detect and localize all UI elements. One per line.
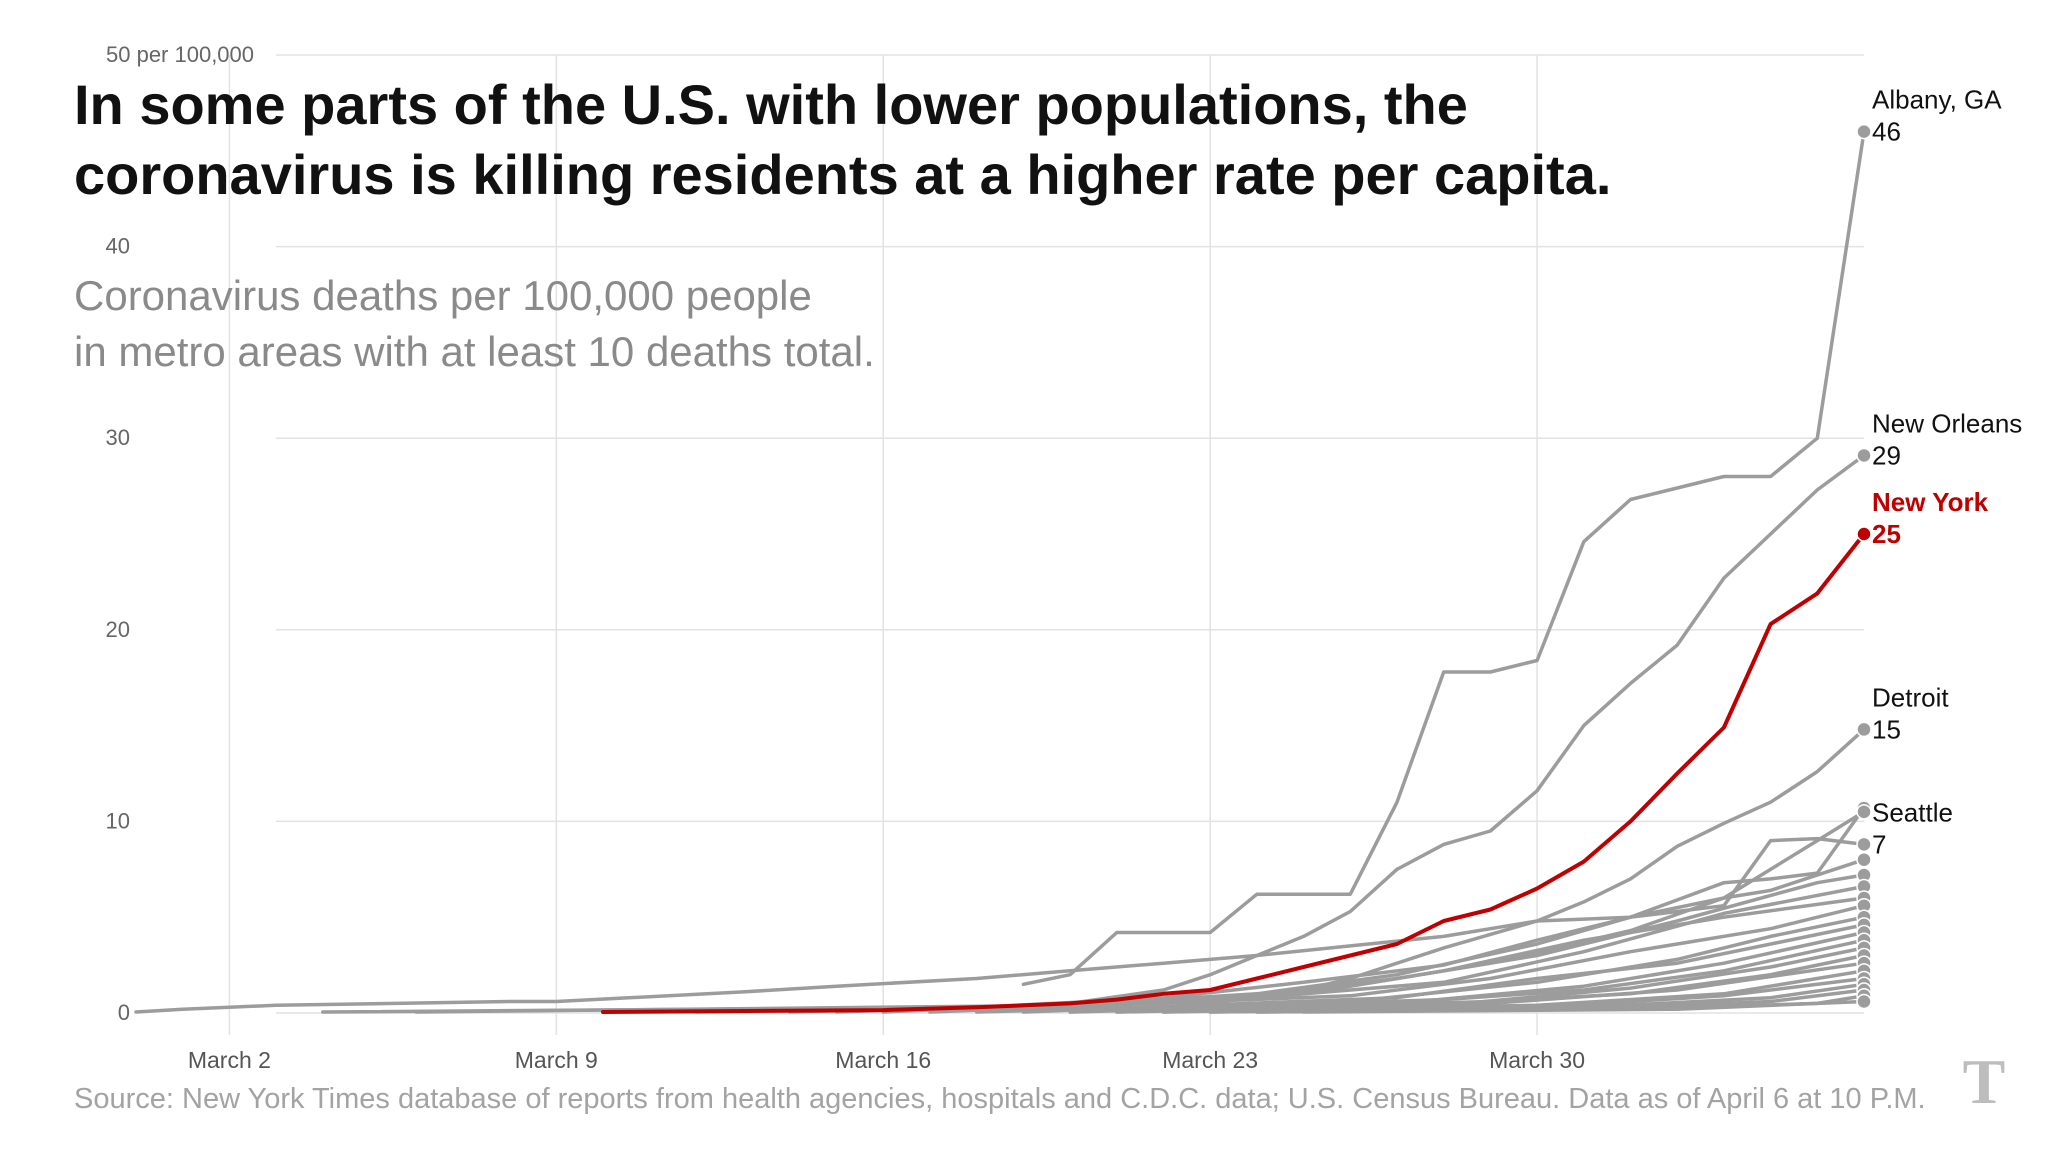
series-value-label: 29 bbox=[1872, 440, 1901, 470]
y-tick-label: 50 per 100,000 bbox=[106, 42, 254, 67]
nyt-logo-letter: T bbox=[1962, 1046, 2006, 1117]
chart-axes: 0 10 20 30 40 50 per 100,000 March 2 March 9 Mar… bbox=[106, 42, 1586, 1073]
series-value-label: 15 bbox=[1872, 714, 1901, 744]
series-line bbox=[134, 836, 1866, 1014]
series-name-label: Albany, GA bbox=[1872, 85, 2002, 115]
headline-line-1: In some parts of the U.S. with lower pop… bbox=[74, 73, 1468, 136]
series-name-label: New Orleans bbox=[1872, 408, 2022, 438]
series-end-dot bbox=[1856, 993, 1872, 1010]
series-end-dot bbox=[1856, 836, 1872, 853]
chart-subtitle: Coronavirus deaths per 100,000 people in… bbox=[74, 268, 974, 380]
series-value-label: 46 bbox=[1872, 117, 1901, 147]
nyt-logo-icon: T bbox=[1950, 1048, 2018, 1116]
series-name-label: Seattle bbox=[1872, 797, 1953, 827]
series-line bbox=[1021, 923, 1866, 1014]
headline: In some parts of the U.S. with lower pop… bbox=[74, 70, 1774, 210]
series-line bbox=[881, 896, 1866, 1014]
series-end-dot bbox=[1856, 123, 1872, 140]
series-end-dot bbox=[1856, 721, 1872, 738]
series-line bbox=[1021, 129, 1866, 987]
series-end-dots bbox=[1856, 123, 1872, 1010]
series-line bbox=[928, 453, 1866, 1011]
x-tick-label: March 23 bbox=[1162, 1047, 1258, 1073]
x-tick-label: March 9 bbox=[515, 1047, 598, 1073]
series-line bbox=[1301, 999, 1866, 1014]
headline-line-2: coronavirus is killing residents at a hi… bbox=[74, 143, 1612, 206]
y-tick-label: 10 bbox=[106, 808, 130, 833]
source-note: Source: New York Times database of repor… bbox=[74, 1083, 1926, 1115]
y-tick-label: 20 bbox=[106, 617, 130, 642]
series-end-dot bbox=[1856, 851, 1872, 868]
series-end-dot bbox=[1856, 804, 1872, 820]
x-tick-label: March 30 bbox=[1489, 1047, 1585, 1073]
chart-grid bbox=[228, 54, 1864, 1035]
series-line bbox=[321, 806, 1866, 1014]
series-line-highlight bbox=[601, 532, 1866, 1014]
series-end-dot bbox=[1856, 526, 1872, 542]
gray-series bbox=[134, 129, 1866, 1014]
series-name-label: New York bbox=[1872, 487, 1989, 517]
series-value-label: 25 bbox=[1872, 519, 1901, 549]
series-name-label: Detroit bbox=[1872, 682, 1949, 712]
series-end-dot bbox=[1856, 447, 1872, 464]
x-tick-label: March 16 bbox=[835, 1047, 931, 1073]
subtitle-line-2: in metro areas with at least 10 deaths t… bbox=[74, 328, 875, 375]
highlight-series bbox=[601, 532, 1866, 1014]
series-value-label: 7 bbox=[1872, 829, 1886, 859]
x-tick-label: March 2 bbox=[188, 1047, 271, 1073]
series-line bbox=[928, 903, 1866, 1014]
series-line bbox=[1068, 938, 1866, 1014]
y-tick-label: 30 bbox=[106, 425, 130, 450]
subtitle-line-1: Coronavirus deaths per 100,000 people bbox=[74, 272, 812, 319]
y-tick-label: 0 bbox=[118, 1000, 130, 1025]
y-tick-label: 40 bbox=[106, 234, 130, 259]
